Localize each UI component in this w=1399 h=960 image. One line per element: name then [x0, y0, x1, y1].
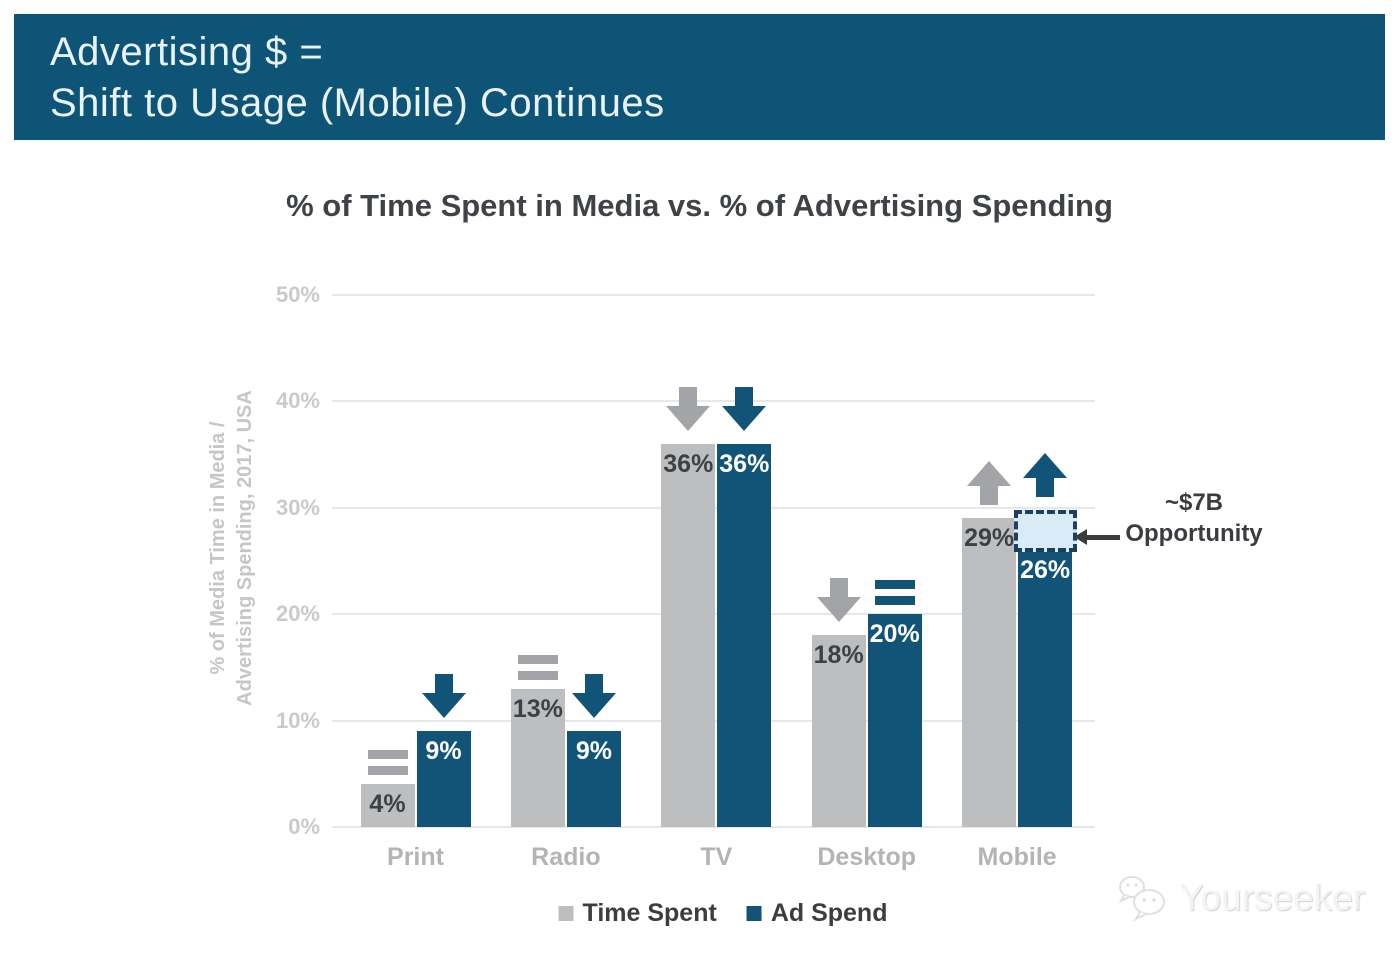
- banner-title-line2: Shift to Usage (Mobile) Continues: [50, 81, 665, 125]
- annotation-label: Opportunity: [1125, 520, 1263, 547]
- up-arrow-icon: [1023, 453, 1068, 498]
- watermark: Yourseeker: [1115, 874, 1365, 922]
- flat-trend-icon: [517, 654, 558, 680]
- y-tick-0%: 0%: [288, 814, 320, 839]
- bar-value-label: 26%: [1020, 556, 1071, 585]
- bar-value-label: 9%: [575, 737, 612, 766]
- legend-item-time-spent: Time Spent: [558, 899, 717, 928]
- x-tick-print: Print: [387, 843, 444, 871]
- bar-ad-spend-radio: 9%: [566, 731, 621, 827]
- down-arrow-icon: [816, 578, 861, 623]
- trend-down-desktop-time-spent: [815, 578, 863, 627]
- trend-down-tv-time-spent: [664, 386, 712, 436]
- bar-time-spent-radio: 13%: [510, 688, 565, 827]
- bar-value-label: 4%: [369, 790, 406, 819]
- trend-up-mobile-time-spent: [965, 461, 1013, 510]
- bar-time-spent-mobile: 29%: [962, 518, 1017, 827]
- x-tick-tv: TV: [700, 843, 733, 871]
- trend-flat-print-time-spent: [366, 750, 410, 781]
- x-tick-mobile: Mobile: [977, 843, 1057, 871]
- flat-trend-icon: [874, 580, 915, 606]
- banner-title-line1: Advertising $ =: [50, 30, 324, 74]
- plot-area: 0% 10% 20% 30% 40% 50% 4% 13% 36% 18% 29% 9% 9% 36% 20…: [276, 282, 1095, 871]
- annotation-value: ~$7B: [1164, 489, 1224, 516]
- opportunity-annotation: ~$7B Opportunity: [1118, 487, 1270, 549]
- bar-value-label: 13%: [512, 694, 563, 723]
- gridline-50%: [332, 294, 1095, 296]
- chat-bubbles-icon: [1118, 876, 1166, 922]
- chart-title: % of Time Spent in Media vs. % of Advert…: [286, 188, 1113, 223]
- bar-value-label: 36%: [719, 449, 770, 478]
- trend-down-radio-ad-spend: [570, 674, 618, 723]
- trend-down-print-ad-spend: [420, 674, 468, 723]
- flat-trend-icon: [367, 750, 408, 776]
- ad-spend-swatch: [746, 906, 762, 921]
- bar-value-label: 18%: [813, 641, 864, 670]
- down-arrow-icon: [666, 386, 711, 431]
- chart-legend: Time Spent Ad Spend: [558, 899, 888, 928]
- slide-header-banner: Advertising $ = Shift to Usage (Mobile) …: [14, 14, 1385, 140]
- bar-ad-spend-tv: 36%: [717, 443, 772, 827]
- trend-down-tv-ad-spend: [720, 386, 768, 436]
- bar-ad-spend-desktop: 20%: [867, 614, 922, 827]
- down-arrow-icon: [722, 386, 767, 431]
- x-tick-radio: Radio: [531, 843, 601, 871]
- legend-label-time-spent: Time Spent: [582, 899, 717, 927]
- bar-value-label: 20%: [869, 620, 920, 649]
- bar-value-label: 29%: [964, 524, 1015, 553]
- y-tick-10%: 10%: [275, 707, 320, 733]
- y-tick-40%: 40%: [275, 388, 320, 414]
- gridline-0%: [332, 826, 1095, 828]
- down-arrow-icon: [571, 674, 616, 719]
- y-axis-label-line1: % of Media Time in Media /: [207, 421, 229, 675]
- bar-ad-spend-mobile: 26%: [1018, 550, 1073, 827]
- up-arrow-icon: [967, 461, 1012, 506]
- x-tick-desktop: Desktop: [817, 843, 916, 871]
- down-arrow-icon: [421, 674, 466, 719]
- opportunity-gap-box: [1013, 510, 1077, 553]
- bar-time-spent-print: 4%: [360, 784, 415, 827]
- gridline-40%: [332, 400, 1095, 403]
- y-tick-20%: 20%: [275, 601, 320, 627]
- legend-label-ad-spend: Ad Spend: [770, 899, 888, 927]
- y-tick-50%: 50%: [275, 282, 320, 307]
- bar-time-spent-tv: 36%: [661, 443, 716, 827]
- y-tick-30%: 30%: [275, 494, 320, 520]
- legend-item-ad-spend: Ad Spend: [746, 899, 888, 928]
- trend-flat-desktop-ad-spend: [873, 580, 917, 611]
- bar-value-label: 36%: [663, 449, 714, 478]
- trend-flat-radio-time-spent: [516, 654, 560, 686]
- watermark-brand: Yourseeker: [1179, 877, 1365, 918]
- left-arrow-icon: [1074, 529, 1120, 545]
- trend-up-mobile-ad-spend: [1021, 453, 1069, 502]
- time-spent-swatch: [558, 906, 574, 921]
- bar-value-label: 9%: [425, 737, 462, 766]
- bar-ad-spend-print: 9%: [416, 731, 471, 827]
- bar-time-spent-desktop: 18%: [811, 635, 866, 827]
